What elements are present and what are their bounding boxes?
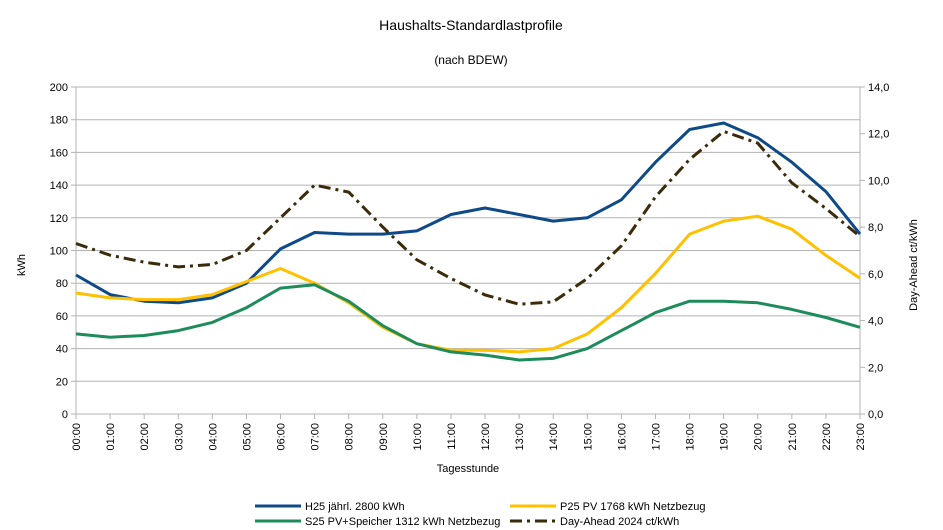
y-tick-label: 200 (50, 82, 68, 94)
x-tick-label: 01:00 (105, 423, 117, 451)
x-tick-label: 03:00 (173, 423, 185, 451)
x-tick-label: 23:00 (855, 423, 867, 451)
x-tick-label: 04:00 (207, 423, 219, 451)
x-tick-label: 02:00 (139, 423, 151, 451)
series-line-2 (75, 214, 861, 354)
x-tick-label: 11:00 (446, 423, 458, 450)
x-tick-label: 18:00 (685, 423, 697, 451)
x-tick-label: 12:00 (480, 423, 492, 451)
x-tick-label: 10:00 (412, 423, 424, 451)
x-tick-label: 09:00 (378, 423, 390, 451)
legend: H25 jährl. 2800 kWh P25 PV 1768 kWh Netzb… (255, 501, 706, 528)
x-tick-label: 13:00 (514, 423, 526, 451)
chart-title: Haushalts-Standardlastprofile (379, 17, 563, 33)
y-tick-label: 160 (50, 147, 68, 159)
y2-tick-label: 10,0 (868, 175, 889, 187)
x-tick-label: 22:00 (821, 423, 833, 451)
x-tick-label: 08:00 (344, 423, 356, 451)
series-line-4 (75, 129, 861, 306)
axes: 0 20 40 60 80 100 120 140 160 180 200 0,0 2,0 4,0 6,0 8… (50, 82, 890, 451)
y-tick-label: 40 (56, 344, 68, 356)
y-tick-label: 180 (50, 115, 68, 127)
gridlines (76, 86, 860, 415)
legend-label-4: Day-Ahead 2024 ct/kWh (560, 516, 679, 528)
x-tick-label: 06:00 (276, 423, 288, 451)
y2-axis-label: Day-Ahead ct/kWh (908, 219, 920, 311)
y2-tick-label: 0,0 (868, 409, 883, 421)
x-tick-label: 16:00 (616, 423, 628, 451)
y2-tick-label: 2,0 (868, 362, 883, 374)
legend-label-3: S25 PV+Speicher 1312 kWh Netzbezug (305, 516, 500, 528)
y2-tick-label: 4,0 (868, 316, 883, 328)
y2-tick-label: 6,0 (868, 269, 883, 281)
series-line-1 (75, 121, 862, 305)
x-tick-label: 20:00 (753, 423, 765, 451)
x-tick-label: 19:00 (719, 423, 731, 451)
x-tick-label: 21:00 (787, 423, 799, 451)
chart-subtitle: (nach BDEW) (434, 53, 507, 67)
y-tick-label: 0 (62, 409, 68, 421)
y-tick-label: 80 (56, 278, 68, 290)
y-tick-label: 100 (50, 246, 68, 258)
y-axis-label: kWh (16, 254, 28, 276)
x-tick-label: 05:00 (241, 423, 253, 451)
y-tick-label: 60 (56, 311, 68, 323)
y2-tick-label: 12,0 (868, 129, 889, 141)
y2-tick-label: 8,0 (868, 222, 883, 234)
legend-label-2: P25 PV 1768 kWh Netzbezug (560, 501, 706, 513)
x-tick-label: 07:00 (310, 423, 322, 451)
x-axis-label: Tagesstunde (437, 463, 499, 475)
y-tick-label: 140 (50, 180, 68, 192)
y-tick-label: 20 (56, 376, 68, 388)
legend-label-1: H25 jährl. 2800 kWh (305, 501, 405, 513)
x-tick-label: 00:00 (71, 423, 83, 451)
series-line-3 (75, 283, 861, 362)
y-tick-label: 120 (50, 213, 68, 225)
x-tick-label: 14:00 (548, 423, 560, 451)
x-tick-label: 15:00 (582, 423, 594, 451)
x-tick-label: 17:00 (650, 423, 662, 451)
series-lines (75, 121, 862, 362)
y2-tick-label: 14,0 (868, 82, 889, 94)
